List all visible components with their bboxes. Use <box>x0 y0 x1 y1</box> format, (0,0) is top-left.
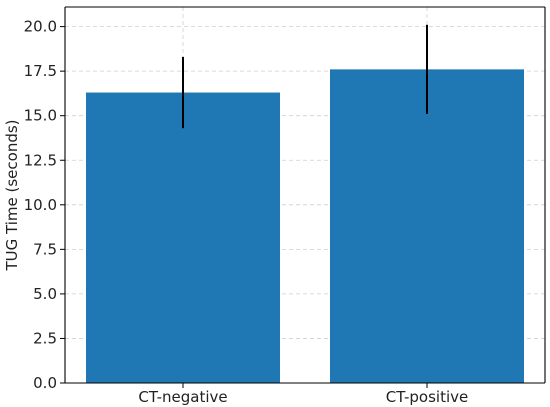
x-tick-label: CT-positive <box>386 388 469 406</box>
bar-ct-positive <box>330 69 524 384</box>
y-tick-label: 10.0 <box>24 196 57 214</box>
x-tick-label: CT-negative <box>138 388 227 406</box>
y-tick-label: 0.0 <box>33 374 57 392</box>
error-bars-layer <box>182 24 428 129</box>
y-tick-label: 12.5 <box>24 151 57 169</box>
y-tick-label: 5.0 <box>33 285 57 303</box>
axes-layer <box>64 6 546 384</box>
y-tick-label: 17.5 <box>24 62 57 80</box>
y-tick-label: 20.0 <box>24 18 57 36</box>
y-tick-label: 7.5 <box>33 240 57 258</box>
y-tick-label: 15.0 <box>24 107 57 125</box>
ticks-layer: 0.0 2.5 5.0 7.5 10.0 12.5 15.0 17.5 20.0 CT-negat… <box>24 18 469 406</box>
bar-ct-negative <box>86 92 280 383</box>
bars-layer <box>86 69 524 384</box>
y-axis-title: TUG Time (seconds) <box>3 119 21 271</box>
y-tick-label: 2.5 <box>33 329 57 347</box>
